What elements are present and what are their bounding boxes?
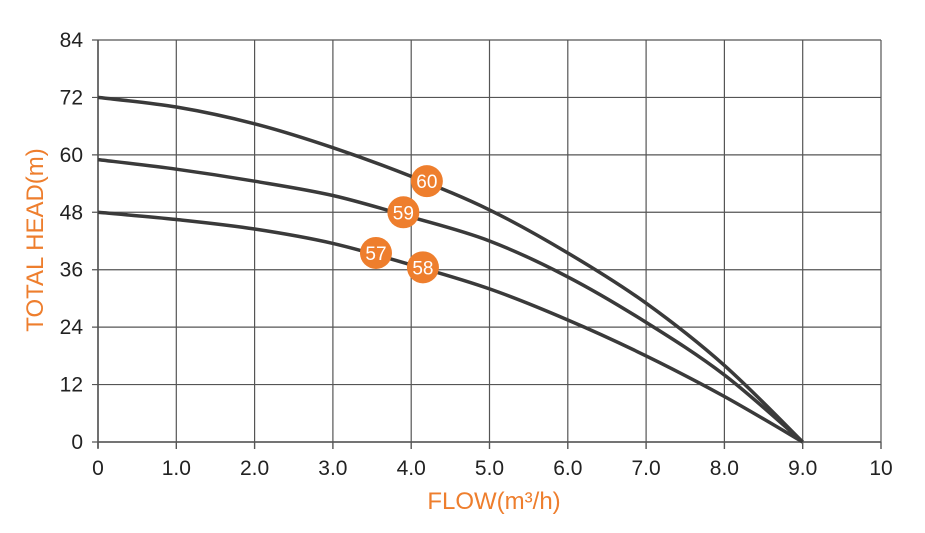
x-axis-ticks: 0 1.0 2.0 3.0 4.0 5.0 6.0 7.0 8.0 9.0 10 — [92, 442, 893, 480]
y-tick-label: 60 — [60, 144, 83, 167]
y-tick-label: 84 — [60, 29, 84, 52]
x-tick-label: 5.0 — [475, 457, 504, 480]
label-badge — [410, 165, 443, 198]
x-tick-label: 6.0 — [553, 457, 582, 480]
x-axis-title: FLOW(m³/h) — [427, 488, 560, 515]
y-tick-label: 36 — [60, 259, 83, 282]
x-tick-label: 3.0 — [318, 457, 347, 480]
curve-label-57: 57 — [359, 236, 392, 269]
curve-line-2 — [97, 157, 804, 444]
y-tick-label: 72 — [60, 86, 83, 109]
x-tick-label: 2.0 — [240, 457, 269, 480]
x-tick-label: 10 — [869, 457, 892, 480]
x-tick-label: 0 — [92, 457, 104, 480]
label-badge — [406, 251, 439, 284]
x-tick-label: 9.0 — [788, 457, 817, 480]
label-badge — [359, 236, 392, 269]
y-axis-title: TOTAL HEAD(m) — [22, 148, 49, 332]
x-tick-label: 1.0 — [162, 457, 191, 480]
curve-label-58: 58 — [406, 251, 439, 284]
label-text: 58 — [412, 258, 433, 279]
label-text: 57 — [365, 244, 386, 265]
x-tick-label: 7.0 — [631, 457, 660, 480]
curves — [97, 95, 804, 444]
y-tick-label: 24 — [60, 316, 84, 339]
x-tick-label: 8.0 — [710, 457, 739, 480]
y-tick-label: 0 — [71, 431, 83, 454]
y-axis-ticks: 0 12 24 36 48 60 72 84 — [60, 29, 84, 454]
curve-label-60: 60 — [410, 165, 443, 198]
label-text: 60 — [416, 172, 437, 193]
x-tick-label: 4.0 — [397, 457, 426, 480]
y-tick-label: 48 — [60, 201, 83, 224]
grid — [92, 39, 882, 448]
curve-label-59: 59 — [387, 196, 420, 229]
label-badge — [387, 196, 420, 229]
y-tick-label: 12 — [60, 374, 83, 397]
label-text: 59 — [393, 203, 414, 224]
curve-line-1 — [97, 95, 804, 444]
curve-line-3 — [97, 210, 804, 444]
